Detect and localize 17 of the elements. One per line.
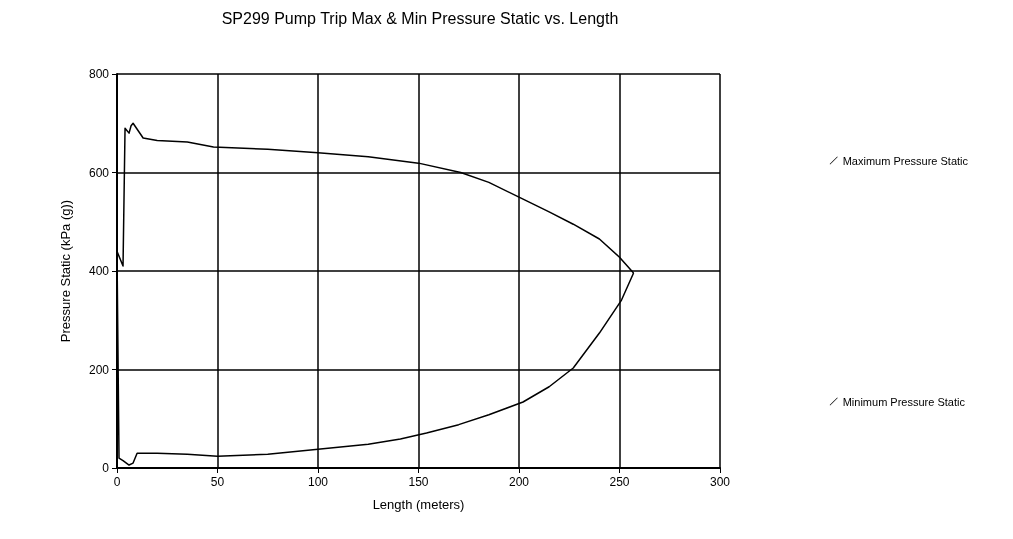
legend-label: Minimum Pressure Static — [842, 395, 966, 408]
x-axis-title: Length (meters) — [372, 497, 465, 512]
y-tick-label: 0 — [102, 461, 110, 475]
chart-title: SP299 Pump Trip Max & Min Pressure Static vs. Length — [221, 9, 619, 27]
y-axis-title: Pressure Static (kPa (g)) — [58, 199, 73, 343]
x-tick-label: 300 — [709, 475, 731, 489]
y-tick-label: 400 — [88, 264, 110, 278]
x-tick-label: 200 — [508, 475, 530, 489]
x-tick-label: 150 — [408, 475, 429, 489]
x-tick-label: 250 — [609, 475, 630, 489]
y-tick-label: 200 — [88, 362, 110, 377]
legend-label: Maximum Pressure Static — [842, 154, 969, 167]
x-tick-label: 100 — [307, 475, 329, 489]
x-tick-label: 0 — [113, 475, 121, 489]
y-tick-label: 600 — [88, 165, 110, 180]
y-tick-label: 800 — [88, 67, 110, 81]
x-tick-label: 50 — [210, 475, 225, 489]
